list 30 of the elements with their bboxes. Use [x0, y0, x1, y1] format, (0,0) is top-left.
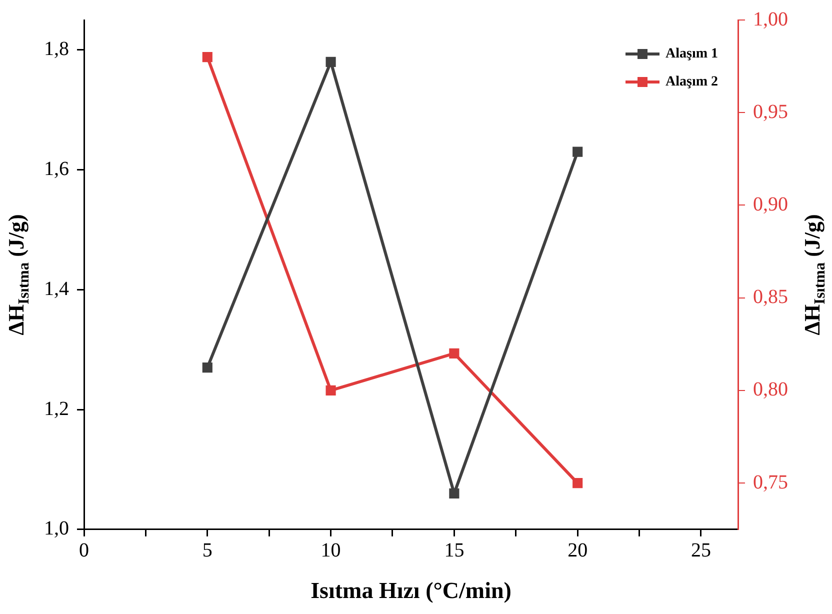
y2-tick-label: 1,00 [753, 8, 788, 30]
y2-tick-label: 0,75 [753, 471, 788, 494]
point [449, 488, 460, 498]
point [326, 56, 336, 67]
x-tick-label: 15 [444, 540, 464, 562]
x-tick-label: 10 [320, 540, 341, 562]
y-tick-label: 1,8 [44, 38, 69, 60]
point [572, 146, 583, 157]
y-tick-label: 1,0 [44, 518, 69, 540]
point [326, 385, 336, 396]
y2-tick-label: 0,80 [753, 378, 788, 401]
legend-label: Alaşım 2 [666, 74, 718, 90]
x-tick-label: 25 [690, 540, 711, 562]
y2-tick-label: 0,90 [753, 193, 788, 216]
y-axis-title: ΔHIsıtma (J/g) [4, 214, 33, 336]
x-axis-title: Isıtma Hızı (°C/min) [310, 578, 512, 604]
point [572, 478, 583, 488]
x-tick-label: 0 [79, 540, 89, 562]
x-tick-label: 5 [202, 540, 212, 562]
y2-tick-label: 0,85 [753, 286, 788, 308]
point [202, 52, 212, 62]
point [202, 362, 212, 373]
x-tick-label: 20 [568, 540, 588, 562]
y2-tick-label: 0,95 [753, 100, 788, 123]
legend-label: Alaşım 1 [666, 46, 718, 62]
y-tick-label: 1,4 [44, 278, 69, 300]
y2-axis-title: ΔHIsıtma (J/g) [800, 214, 829, 336]
point [449, 348, 460, 358]
y-tick-label: 1,6 [44, 158, 69, 180]
y-tick-label: 1,2 [44, 398, 69, 420]
